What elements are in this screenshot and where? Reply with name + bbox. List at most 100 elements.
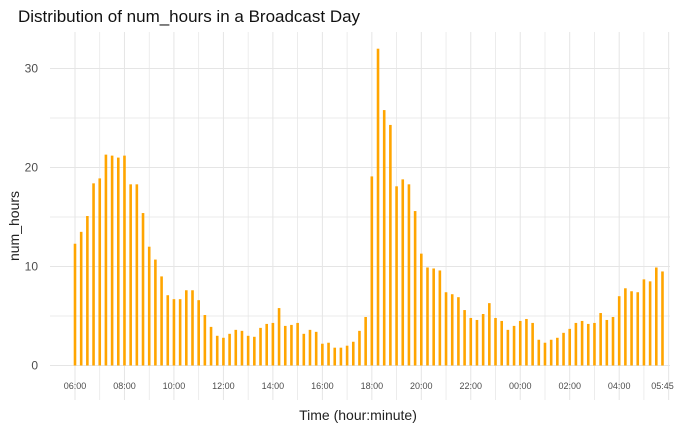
bar-0045 — [537, 339, 541, 366]
bar-1815 — [376, 48, 380, 366]
bar-2245 — [488, 303, 491, 366]
bar-1030 — [185, 290, 188, 366]
bar-0315 — [599, 313, 602, 366]
bar-1945 — [413, 211, 417, 366]
bar-0145 — [562, 332, 565, 366]
x-tick-label: 12:00 — [212, 381, 235, 391]
bar-0030 — [531, 322, 534, 366]
bar-0215 — [574, 322, 578, 366]
bar-1200 — [222, 337, 225, 366]
bar-2315 — [500, 320, 503, 366]
bar-1215 — [228, 333, 231, 366]
bar-0530 — [655, 267, 658, 366]
bar-1600 — [321, 343, 324, 366]
bar-2145 — [463, 310, 466, 366]
x-tick-label: 04:00 — [608, 381, 631, 391]
bar-0700 — [98, 178, 102, 366]
bar-0300 — [593, 322, 596, 366]
bar-0745 — [116, 157, 120, 366]
y-tick-labels: 0 10 20 30 — [25, 62, 39, 373]
y-tick-label: 0 — [31, 359, 38, 373]
bar-1015 — [178, 299, 182, 366]
bar-1700 — [345, 345, 349, 366]
x-tick-label: 00:00 — [509, 381, 532, 391]
bar-2030 — [432, 268, 435, 366]
bar-1900 — [395, 186, 398, 366]
x-tick-label: 02:00 — [558, 381, 581, 391]
bar-1145 — [215, 335, 219, 366]
bar-2115 — [450, 294, 454, 366]
bar-1130 — [209, 326, 213, 366]
bar-0115 — [549, 339, 553, 366]
x-tick-label: 22:00 — [460, 381, 483, 391]
bar-0630 — [86, 216, 89, 366]
y-tick-label: 20 — [25, 161, 39, 175]
bar-0500 — [642, 279, 646, 366]
bar-2015 — [426, 267, 429, 366]
bar-1830 — [382, 110, 386, 366]
x-tick-label: 06:00 — [64, 381, 87, 391]
bar-0445 — [636, 292, 640, 366]
bar-1100 — [197, 300, 200, 366]
bar-0430 — [630, 291, 633, 366]
bar-1230 — [234, 329, 238, 366]
bar-0715 — [104, 154, 108, 366]
bar-1000 — [172, 299, 176, 366]
bar-1915 — [401, 179, 405, 366]
bar-0330 — [605, 319, 609, 366]
bar-0945 — [166, 295, 170, 366]
bar-2345 — [512, 325, 516, 366]
x-tick-label: 16:00 — [311, 381, 334, 391]
bar-2300 — [494, 317, 497, 366]
bar-0200 — [568, 328, 572, 366]
bar-0230 — [580, 320, 584, 366]
bar-0000 — [518, 320, 522, 366]
bar-0800 — [123, 155, 126, 366]
bar-0645 — [92, 183, 95, 366]
bar-2200 — [469, 317, 473, 366]
bar-1400 — [271, 322, 275, 366]
bar-0015 — [525, 318, 528, 366]
bar-0245 — [586, 323, 590, 366]
bar-2000 — [420, 253, 423, 366]
bar-0915 — [154, 259, 157, 366]
y-axis-title: num_hours — [6, 191, 22, 261]
bar-0345 — [611, 316, 615, 366]
x-tick-label: 20:00 — [410, 381, 433, 391]
x-axis-title: Time (hour:minute) — [299, 407, 417, 423]
x-tick-label: 05:45 — [651, 381, 674, 391]
x-tick-label: 10:00 — [163, 381, 186, 391]
bar-0545 — [661, 271, 664, 366]
x-tick-label: 14:00 — [262, 381, 285, 391]
bar-2100 — [444, 292, 448, 366]
bar-1530 — [308, 329, 312, 366]
chart-title: Distribution of num_hours in a Broadcast… — [18, 7, 361, 26]
bar-0100 — [543, 342, 547, 366]
bar-0730 — [110, 155, 114, 366]
x-tick-label: 18:00 — [361, 381, 384, 391]
bar-1300 — [246, 335, 250, 366]
bar-0845 — [141, 213, 145, 366]
bar-1500 — [296, 322, 299, 366]
bar-1445 — [290, 324, 293, 366]
x-tick-label: 08:00 — [113, 381, 136, 391]
bar-2215 — [475, 319, 479, 366]
bar-0900 — [147, 246, 151, 366]
y-tick-label: 30 — [25, 62, 39, 76]
bar-0930 — [160, 276, 163, 366]
bar-1630 — [333, 347, 337, 366]
bar-0600 — [73, 243, 77, 366]
bar-1615 — [327, 342, 330, 366]
bar-1345 — [265, 323, 268, 366]
bar-1115 — [203, 315, 207, 366]
bar-0815 — [129, 184, 132, 366]
bar-0615 — [79, 231, 83, 366]
bar-1245 — [240, 330, 244, 366]
bar-2230 — [481, 314, 485, 366]
y-tick-label: 10 — [25, 260, 39, 274]
bar-1745 — [364, 316, 367, 366]
bar-1515 — [302, 333, 306, 366]
bar-2045 — [438, 270, 442, 366]
bar-1715 — [351, 341, 355, 366]
